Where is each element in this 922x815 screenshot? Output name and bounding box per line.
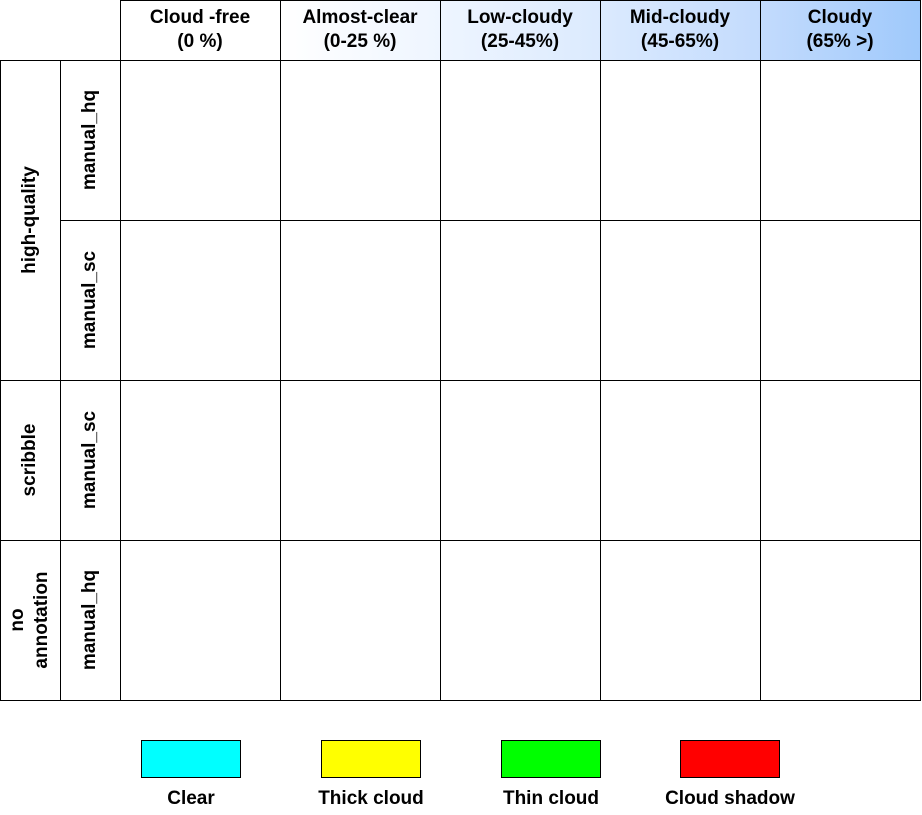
legend-label-thick-cloud: Thick cloud xyxy=(318,788,424,809)
group-label-no-annotation: no annotation xyxy=(0,540,60,700)
group-label-text: high-quality xyxy=(19,166,40,274)
row-label-text: manual_hq xyxy=(79,89,100,191)
legend-label-thin-cloud: Thin cloud xyxy=(502,788,600,809)
group-label-scribble: scribble xyxy=(0,380,60,540)
group-label-text-line2: annotation xyxy=(31,571,52,669)
column-header-title: Mid-cloudy xyxy=(629,7,731,28)
image-cell xyxy=(121,221,281,381)
image-cell xyxy=(761,541,921,701)
group-label-high-quality: high-quality xyxy=(0,60,60,380)
legend-swatch-clear xyxy=(141,740,241,778)
grid-line xyxy=(0,380,921,381)
legend-swatch-cloud-shadow xyxy=(680,740,780,778)
grid-line xyxy=(920,0,921,701)
header-background-mid-cloudy xyxy=(601,0,761,60)
legend-swatch-thin-cloud xyxy=(501,740,601,778)
legend-swatch-thick-cloud xyxy=(321,740,421,778)
grid-line xyxy=(60,60,61,701)
grid-line xyxy=(440,0,441,701)
column-header-title: Cloud -free xyxy=(149,7,251,28)
header-background-cloud-free xyxy=(121,0,281,60)
column-header-range: (65% >) xyxy=(806,31,874,52)
image-cell xyxy=(441,61,601,221)
image-cell xyxy=(761,381,921,541)
row-label-text: manual_sc xyxy=(79,250,100,350)
image-cell xyxy=(761,221,921,381)
image-cell xyxy=(281,61,441,221)
image-cell xyxy=(281,381,441,541)
grid-line xyxy=(280,0,281,701)
grid-line xyxy=(60,220,921,221)
row-label-text: manual_hq xyxy=(79,569,100,671)
row-label-3: manual_sc xyxy=(60,380,120,540)
column-header-range: (0 %) xyxy=(177,31,223,52)
image-cell xyxy=(601,381,761,541)
annotation-grid: Cloud -free (0 %) Almost-clear (0-25 %) … xyxy=(0,0,921,701)
image-cell xyxy=(441,381,601,541)
row-label-4: manual_hq xyxy=(60,540,120,700)
grid-line xyxy=(0,60,1,701)
column-header-range: (25-45%) xyxy=(480,31,560,52)
column-header-cloudy: Cloudy (65% >) xyxy=(760,0,920,60)
grid-line xyxy=(0,540,921,541)
image-cell xyxy=(601,541,761,701)
header-background-cloudy xyxy=(761,0,921,60)
column-header-range: (45-65%) xyxy=(640,31,720,52)
image-cell xyxy=(441,541,601,701)
image-cell xyxy=(601,221,761,381)
column-header-title: Low-cloudy xyxy=(467,7,573,28)
column-header-low-cloudy: Low-cloudy (25-45%) xyxy=(440,0,600,60)
row-label-text: manual_sc xyxy=(79,410,100,510)
group-label-text-line1: no xyxy=(7,608,28,632)
grid-line xyxy=(120,0,121,701)
column-header-title: Almost-clear xyxy=(302,7,418,28)
grid-line xyxy=(600,0,601,701)
column-header-cloud-free: Cloud -free (0 %) xyxy=(120,0,280,60)
column-header-mid-cloudy: Mid-cloudy (45-65%) xyxy=(600,0,760,60)
grid-line xyxy=(0,60,921,61)
column-header-almost-clear: Almost-clear (0-25 %) xyxy=(280,0,440,60)
image-cell xyxy=(121,381,281,541)
image-cell xyxy=(441,221,601,381)
image-cell xyxy=(121,61,281,221)
grid-line xyxy=(0,700,921,701)
legend-label-cloud-shadow: Cloud shadow xyxy=(665,788,795,809)
row-label-2: manual_sc xyxy=(60,220,120,380)
header-background-almost-clear xyxy=(281,0,441,60)
header-background-low-cloudy xyxy=(441,0,601,60)
column-header-range: (0-25 %) xyxy=(323,31,397,52)
image-cell xyxy=(281,541,441,701)
row-label-1: manual_hq xyxy=(60,60,120,220)
image-cell xyxy=(601,61,761,221)
column-header-title: Cloudy xyxy=(807,7,873,28)
group-label-text: scribble xyxy=(19,423,40,497)
image-cell xyxy=(121,541,281,701)
grid-line xyxy=(120,0,921,1)
legend-label-clear: Clear xyxy=(167,788,215,809)
image-cell xyxy=(281,221,441,381)
grid-line xyxy=(760,0,761,701)
image-cell xyxy=(761,61,921,221)
